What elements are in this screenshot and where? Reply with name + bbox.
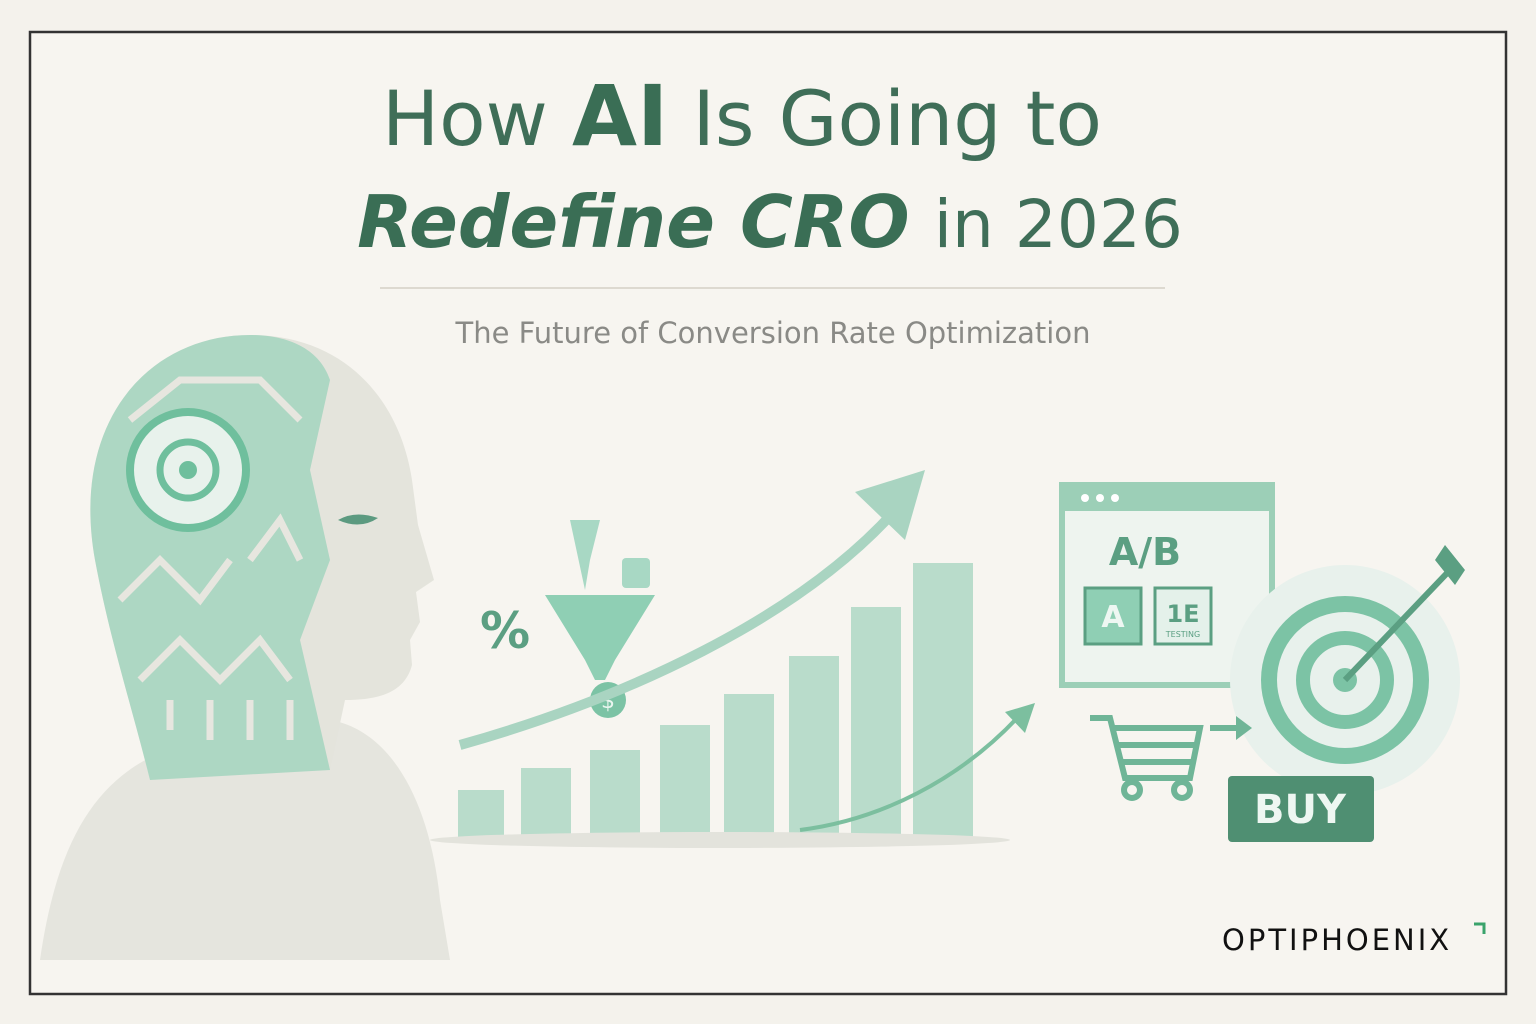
funnel [545, 595, 655, 680]
trend-arrow [458, 501, 904, 750]
arrow-head [1236, 716, 1252, 740]
ab-label: A/B [1109, 530, 1181, 574]
cart [1090, 715, 1240, 801]
title-emphasis: AI [572, 67, 668, 165]
title-line-1: How AI Is Going to [382, 67, 1102, 165]
target [1230, 545, 1465, 795]
funnel-spiral [570, 520, 600, 590]
brand: OPTIPHOENIX [1222, 923, 1452, 957]
ai-head [40, 335, 450, 960]
buy-label: BUY [1254, 787, 1347, 833]
testing-label: TESTING [1165, 630, 1200, 639]
title-word: How [382, 74, 548, 163]
coin-stack [622, 558, 650, 588]
variant-b: 1E [1166, 600, 1199, 628]
title-line-2: Redefine CRO in 2026 [357, 176, 1183, 265]
subtitle: The Future of Conversion Rate Optimizati… [455, 316, 1091, 350]
title-word: in 2026 [934, 186, 1183, 263]
arrow-head [1005, 703, 1035, 733]
brand-mark [1474, 922, 1486, 934]
percent-icon: % [480, 602, 530, 660]
trend-arrow [799, 713, 1022, 832]
buy-button [1228, 776, 1374, 842]
arrow-head [855, 470, 925, 540]
title-word: Is Going to [692, 74, 1102, 163]
shadow [430, 832, 1010, 848]
title-emphasis: Redefine CRO [357, 180, 909, 264]
variant-a: A [1101, 600, 1125, 635]
